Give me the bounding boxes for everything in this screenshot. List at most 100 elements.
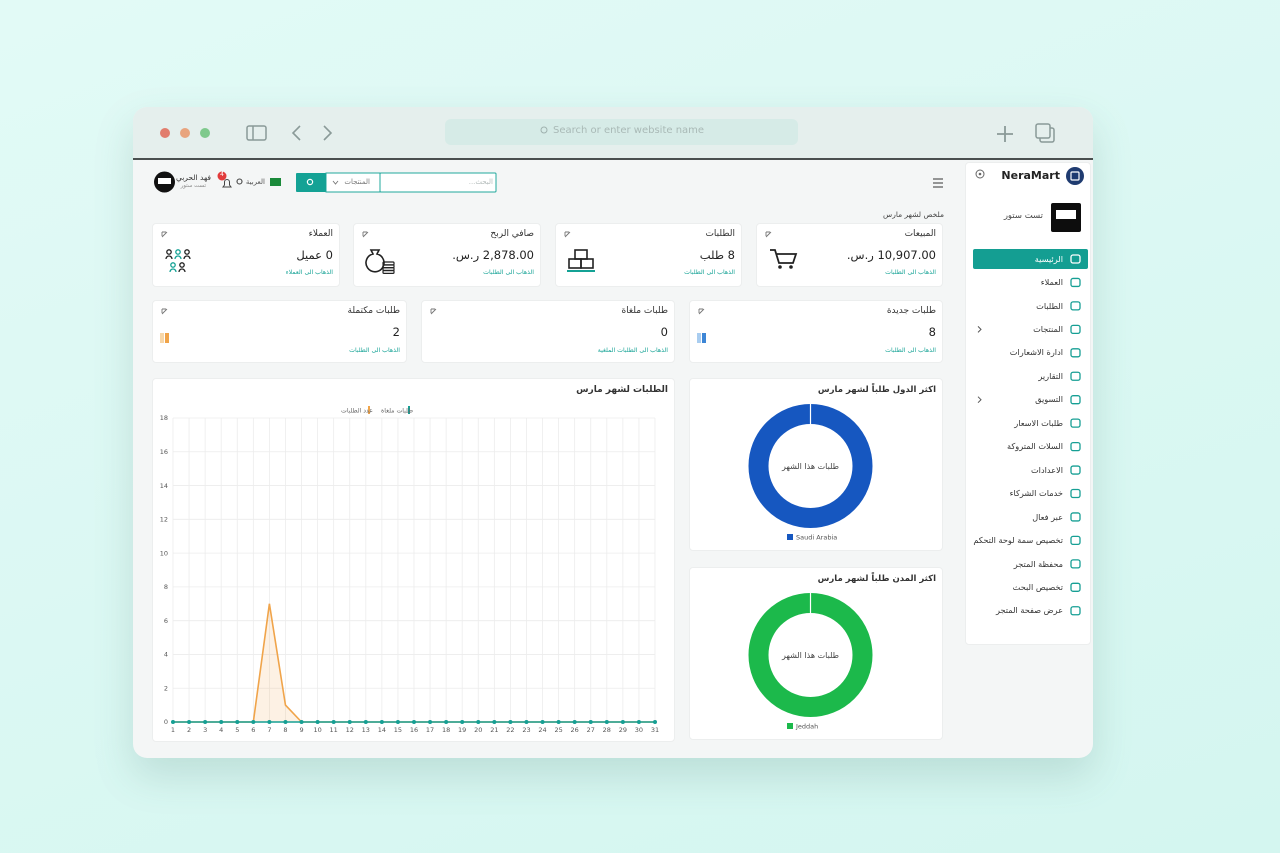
nav-item[interactable]: ادارة الاشعارات (1009, 347, 1063, 358)
card-expand-icon[interactable] (161, 308, 168, 315)
nav-icon (1070, 418, 1081, 428)
card-expand-icon[interactable] (564, 231, 571, 238)
x-tick-label: 25 (554, 726, 562, 734)
nav-item[interactable]: الرئيسية (1034, 253, 1063, 264)
back-button[interactable] (291, 125, 301, 141)
nav-icon (1070, 535, 1081, 546)
x-tick-label: 30 (635, 726, 643, 734)
card-link[interactable]: الذهاب الى الطلبات (885, 347, 936, 355)
series-area (173, 603, 655, 722)
card-title: طلبات مكتملة (347, 306, 400, 317)
series-point (315, 720, 320, 724)
card-link[interactable]: الذهاب الى العملاء (285, 269, 333, 277)
card-expand-icon[interactable] (362, 231, 369, 238)
nav-item[interactable]: عرض صفحة المتجر (995, 605, 1063, 616)
nav-icon (1070, 324, 1081, 335)
sidebar-toggle[interactable] (246, 125, 267, 141)
y-tick-label: 16 (160, 448, 168, 456)
settings-icon[interactable] (975, 169, 985, 179)
legend-label: طلبات ملغاة (381, 408, 413, 415)
nav-item[interactable]: الاعدادات (1030, 464, 1063, 475)
card-expand-icon[interactable] (430, 308, 437, 315)
series-point (187, 720, 192, 724)
x-tick-label: 3 (203, 726, 207, 734)
nav-item[interactable]: طلبات الاسعار (1014, 417, 1063, 428)
nav-item[interactable]: تخصيص البحث (1012, 581, 1063, 592)
card-expand-icon[interactable] (765, 231, 772, 238)
card-expand-icon[interactable] (161, 231, 168, 238)
card-value: 8 طلب (699, 248, 735, 263)
series-point (379, 720, 384, 724)
card-value: 10,907.00 ر.س. (846, 248, 936, 263)
series-point (492, 720, 497, 724)
search-button-icon (306, 178, 314, 186)
nav-item[interactable]: الطلبات (1036, 300, 1063, 311)
nav-item[interactable]: خدمات الشركاء (1009, 488, 1063, 499)
nav-item[interactable]: العملاء (1040, 277, 1063, 288)
notification-badge (217, 171, 227, 181)
summary-card (353, 223, 541, 287)
card-link[interactable]: الذهاب الى الطلبات الملغية (597, 347, 668, 355)
minimize-dot[interactable] (180, 128, 190, 138)
nav-item[interactable]: التقارير (1038, 370, 1063, 381)
nav-item[interactable]: عبر فعال (1032, 511, 1063, 522)
y-tick-label: 18 (160, 414, 168, 422)
nav-chevron (977, 396, 982, 404)
series-point (428, 720, 433, 724)
nav-item[interactable]: تخصيص سمة لوحة التحكم (973, 535, 1063, 546)
x-tick-label: 26 (571, 726, 579, 734)
y-tick-label: 14 (160, 482, 168, 490)
y-tick-label: 10 (160, 549, 168, 557)
summary-card (152, 223, 340, 287)
card-link[interactable]: الذهاب الى الطلبات (684, 269, 735, 277)
cart-wheel (778, 265, 782, 269)
address-placeholder: Search or enter website name (553, 125, 705, 136)
flag (270, 178, 281, 186)
legend-label: Jeddah (795, 722, 818, 730)
nav-item[interactable]: المنتجات (1033, 324, 1063, 335)
x-tick-label: 7 (267, 726, 271, 734)
nav-item[interactable]: السلات المتروكة (1006, 441, 1063, 452)
x-tick-label: 21 (490, 726, 498, 734)
card-link[interactable]: الذهاب الى الطلبات (483, 269, 534, 277)
card-expand-icon[interactable] (698, 308, 705, 315)
card-title: طلبات جديدة (886, 306, 936, 317)
donut-chart: Jeddah طلبات هذا الشهر (748, 593, 873, 730)
series-point (171, 720, 175, 724)
nav-icon (1070, 371, 1081, 381)
x-tick-label: 12 (346, 726, 354, 734)
bell-icon[interactable] (222, 179, 232, 188)
language-switch[interactable]: العربية (245, 177, 265, 186)
x-tick-label: 18 (442, 726, 450, 734)
people-icon (174, 255, 182, 260)
store-logo-mark (1056, 210, 1076, 219)
series-point (203, 720, 208, 724)
x-tick-label: 2 (187, 726, 191, 734)
card-title: طلبات ملغاة (621, 306, 668, 317)
nav-item[interactable]: محفظة المتجر (1013, 558, 1063, 569)
card-title: الطلبات (705, 229, 735, 240)
search-button[interactable] (296, 173, 326, 192)
quick-search-icon[interactable] (236, 178, 243, 185)
x-tick-label: 22 (506, 726, 514, 734)
chart-card (152, 378, 675, 742)
forward-button[interactable] (323, 125, 333, 141)
x-tick-label: 6 (251, 726, 255, 734)
nav-item[interactable]: التسويق (1035, 394, 1063, 405)
maximize-dot[interactable] (200, 128, 210, 138)
address-bar[interactable] (445, 119, 798, 145)
card-link[interactable]: الذهاب الى الطلبات (885, 269, 936, 277)
close-dot[interactable] (160, 128, 170, 138)
user-name: فهد الحربي (175, 172, 211, 182)
legend-swatch (368, 406, 370, 414)
people-icon (183, 255, 191, 260)
legend-label: Saudi Arabia (796, 533, 837, 541)
legend-swatch (408, 406, 410, 414)
nav-icon (1070, 606, 1081, 616)
card-title: المبيعات (904, 229, 936, 240)
card-link[interactable]: الذهاب الى الطلبات (349, 347, 400, 355)
summary-card (756, 223, 943, 287)
status-icon (434, 333, 438, 343)
people-icon (175, 249, 181, 255)
new-tab-button[interactable] (997, 126, 1013, 142)
